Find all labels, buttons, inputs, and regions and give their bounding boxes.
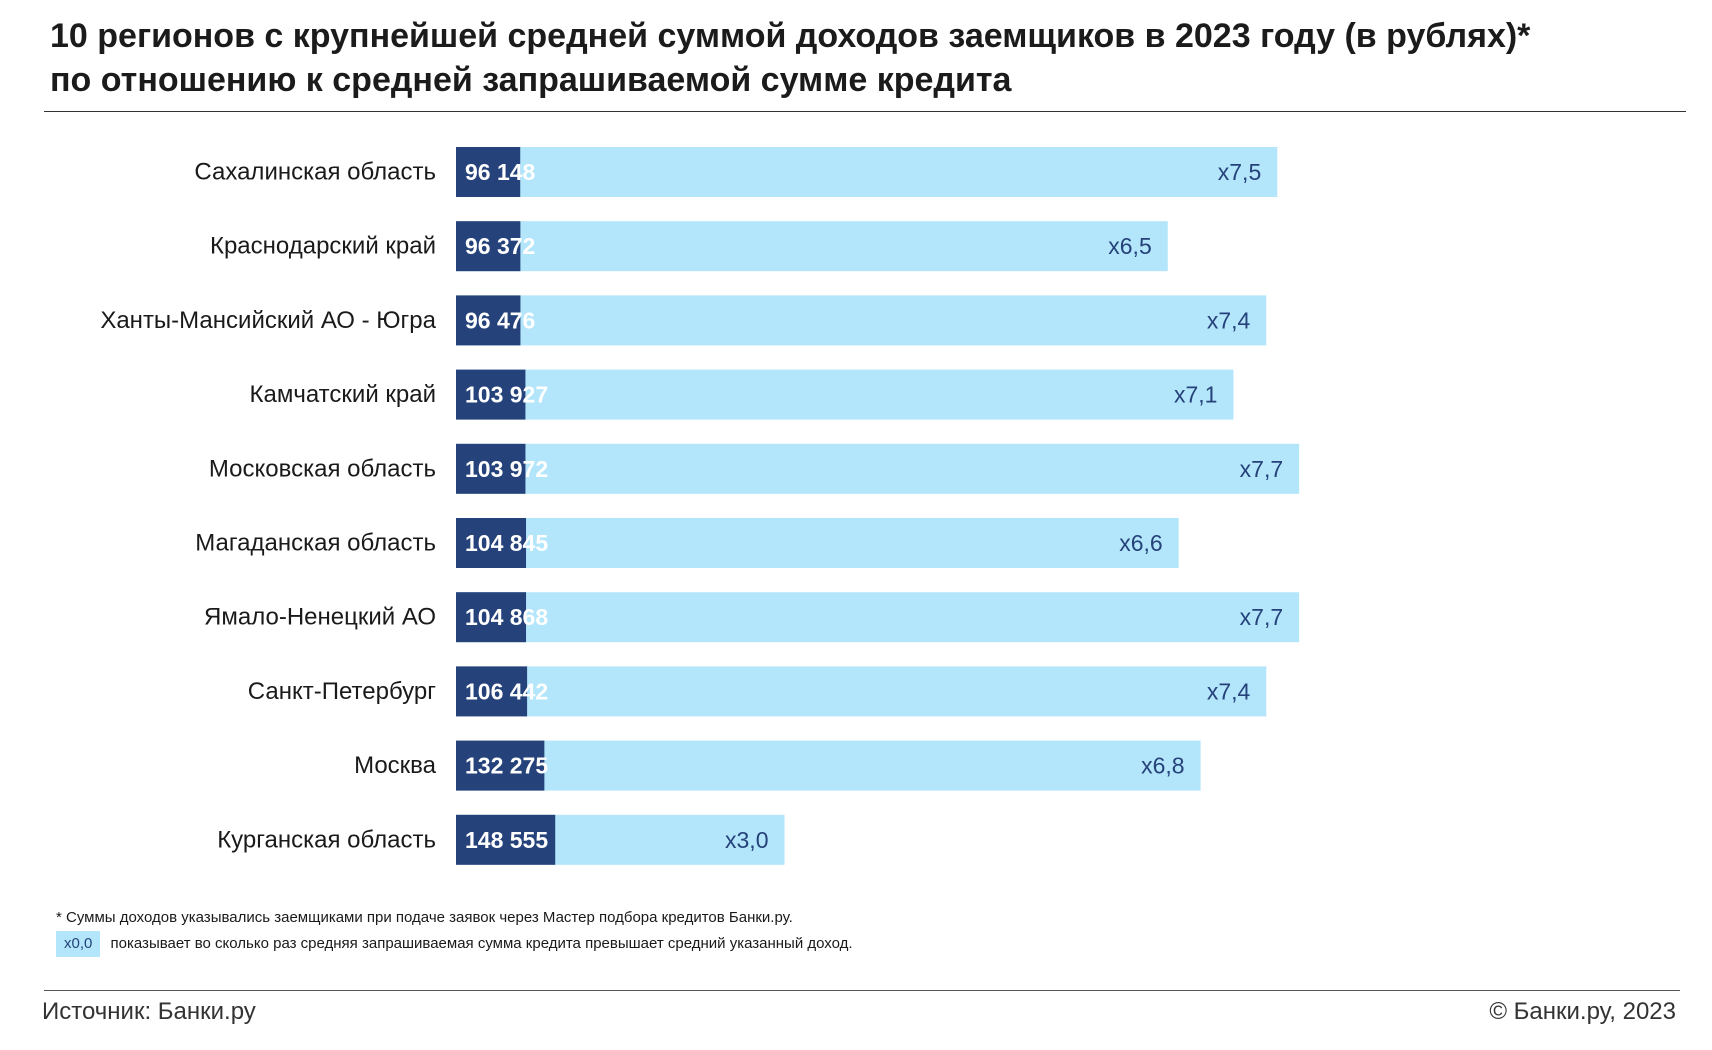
ratio-value-label: x7,4 bbox=[1207, 678, 1251, 704]
income-value-label: 103 972 bbox=[465, 456, 548, 482]
income-bar bbox=[456, 814, 556, 865]
income-bar bbox=[456, 443, 526, 494]
ratio-bar bbox=[456, 147, 1278, 197]
income-bar bbox=[456, 369, 526, 420]
bar-row: Санкт-Петербург 106 442 x7,4 bbox=[248, 666, 1267, 717]
income-bar bbox=[456, 666, 528, 717]
ratio-bar bbox=[456, 518, 1179, 568]
income-value-label: 96 372 bbox=[465, 233, 535, 259]
copyright-label: © Банки.ру, 2023 bbox=[1489, 998, 1676, 1025]
title-divider bbox=[44, 111, 1686, 112]
ratio-bar bbox=[456, 369, 1234, 420]
category-label: Московская область bbox=[209, 455, 436, 482]
bar-row: Сахалинская область 96 148 x7,5 bbox=[194, 147, 1278, 197]
income-bar bbox=[456, 221, 521, 272]
category-label: Магаданская область bbox=[195, 530, 436, 557]
category-label: Камчатский край bbox=[250, 381, 436, 408]
ratio-bar bbox=[456, 221, 1168, 272]
category-label: Ямало-Ненецкий АО bbox=[204, 604, 436, 631]
ratio-bar bbox=[456, 443, 1300, 494]
ratio-bar bbox=[456, 592, 1300, 643]
income-value-label: 104 845 bbox=[465, 530, 548, 556]
chart-title: 10 регионов с крупнейшей средней суммой … bbox=[50, 14, 1670, 102]
ratio-value-label: x7,7 bbox=[1240, 604, 1283, 630]
income-value-label: 96 476 bbox=[465, 307, 535, 333]
chart-title-line-2: по отношению к средней запрашиваемой сум… bbox=[50, 61, 1012, 99]
income-bar bbox=[456, 295, 521, 346]
income-value-label: 132 275 bbox=[465, 753, 548, 779]
ratio-value-label: x7,4 bbox=[1207, 307, 1251, 333]
bar-row: Московская область 103 972 x7,7 bbox=[209, 443, 1300, 494]
ratio-value-label: x7,5 bbox=[1218, 159, 1261, 185]
source-label: Источник: Банки.ру bbox=[42, 998, 256, 1025]
income-value-label: 148 555 bbox=[465, 827, 548, 853]
footer-divider bbox=[44, 990, 1680, 991]
ratio-value-label: x7,1 bbox=[1174, 382, 1217, 408]
income-bar bbox=[456, 147, 521, 197]
category-label: Москва bbox=[354, 752, 437, 779]
legend-row: x0,0 показывает во сколько раз средняя з… bbox=[56, 931, 1656, 957]
bar-row: Ханты-Мансийский АО - Югра 96 476 x7,4 bbox=[100, 295, 1267, 346]
bar-row: Курганская область 148 555 x3,0 bbox=[217, 814, 785, 865]
income-bar bbox=[456, 592, 527, 643]
ratio-value-label: x6,8 bbox=[1141, 753, 1184, 779]
category-label: Курганская область bbox=[217, 826, 436, 853]
category-label: Сахалинская область bbox=[194, 159, 436, 186]
income-value-label: 106 442 bbox=[465, 678, 548, 704]
bar-row: Москва 132 275 x6,8 bbox=[354, 740, 1201, 791]
legend-swatch: x0,0 bbox=[56, 931, 101, 957]
income-value-label: 103 927 bbox=[465, 382, 548, 408]
bar-row: Камчатский край 103 927 x7,1 bbox=[250, 369, 1234, 420]
income-value-label: 104 868 bbox=[465, 604, 548, 630]
category-label: Краснодарский край bbox=[210, 233, 436, 260]
bar-row: Краснодарский край 96 372 x6,5 bbox=[210, 221, 1168, 272]
category-label: Санкт-Петербург bbox=[248, 678, 436, 705]
income-bar-chart: Сахалинская область 96 148 x7,5 Краснодарск… bbox=[100, 147, 1300, 865]
footnote: * Суммы доходов указывались заемщиками п… bbox=[56, 909, 793, 926]
legend-text: показывает во сколько раз средняя запраш… bbox=[110, 935, 853, 952]
income-bar bbox=[456, 518, 527, 568]
ratio-bar bbox=[456, 666, 1267, 717]
ratio-value-label: x6,5 bbox=[1108, 233, 1151, 259]
ratio-value-label: x3,0 bbox=[725, 827, 768, 853]
ratio-bar bbox=[456, 740, 1201, 791]
ratio-value-label: x6,6 bbox=[1119, 530, 1162, 556]
chart-notes: * Суммы доходов указывались заемщиками п… bbox=[56, 905, 1656, 957]
category-label: Ханты-Мансийский АО - Югра bbox=[100, 307, 436, 334]
bar-row: Ямало-Ненецкий АО 104 868 x7,7 bbox=[204, 592, 1300, 643]
bar-row: Магаданская область 104 845 x6,6 bbox=[195, 518, 1179, 568]
income-value-label: 96 148 bbox=[465, 159, 536, 185]
ratio-bar bbox=[456, 295, 1267, 346]
ratio-value-label: x7,7 bbox=[1240, 456, 1283, 482]
income-bar bbox=[456, 740, 545, 791]
chart-title-line-1: 10 регионов с крупнейшей средней суммой … bbox=[50, 17, 1531, 55]
